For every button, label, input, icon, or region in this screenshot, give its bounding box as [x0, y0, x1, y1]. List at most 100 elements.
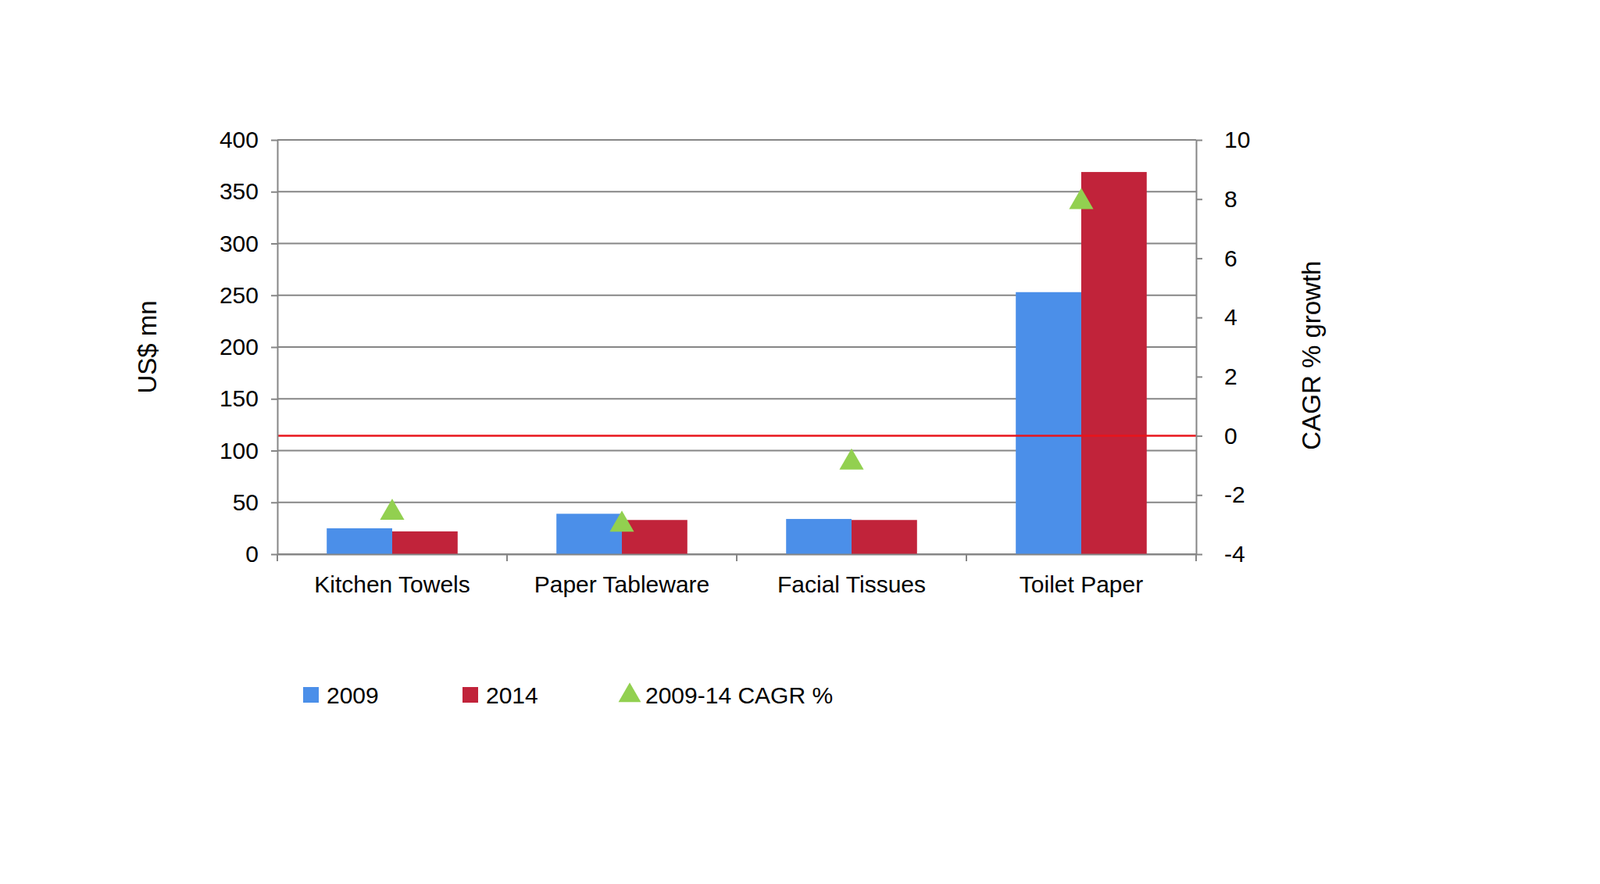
tick: 10 — [1196, 126, 1250, 153]
tick-mark — [271, 242, 278, 245]
tick: 250 — [219, 282, 278, 308]
tick: 2 — [1196, 363, 1238, 390]
tick-label: 10 — [1224, 126, 1250, 153]
tick: -2 — [1196, 481, 1246, 508]
tick-label: Toilet Paper — [1019, 571, 1143, 597]
axis-line — [1196, 140, 1198, 555]
boundary-tick — [276, 553, 279, 561]
legend-swatch — [462, 686, 479, 703]
plot: 0 50 100 150 200 250 300 350 400 -4 -2 0 2 4 6 8 10 Kitch… — [219, 126, 1250, 597]
tick-mark — [1196, 494, 1203, 497]
y-axis: 0 50 100 150 200 250 300 350 400 — [219, 126, 279, 567]
legend-label: 2009 — [326, 682, 379, 708]
tick-label: 2 — [1224, 363, 1238, 390]
tick-mark — [1196, 198, 1203, 200]
tick-label: 100 — [219, 437, 259, 464]
tick-mark — [271, 346, 278, 349]
zero-line — [277, 434, 1197, 437]
tick: 4 — [1196, 303, 1238, 330]
tick: 200 — [219, 333, 278, 360]
boundary-tick — [735, 553, 738, 561]
tick: 300 — [219, 230, 278, 257]
grid-line — [277, 190, 1197, 193]
tick: 100 — [219, 437, 278, 464]
tick-label: 350 — [219, 178, 259, 204]
tick-mark — [271, 501, 278, 504]
tick-mark — [271, 191, 278, 193]
bar-series — [326, 292, 1082, 554]
bar — [785, 518, 852, 554]
tick-label: 0 — [245, 540, 259, 567]
tick-label: Facial Tissues — [777, 571, 926, 597]
tick: 0 — [1196, 422, 1238, 449]
marker — [379, 498, 404, 520]
tick-label: 150 — [219, 385, 259, 411]
tick: 8 — [1196, 185, 1238, 212]
tick: 150 — [219, 385, 278, 411]
tick-mark — [1196, 139, 1203, 142]
tick: Kitchen Towels — [314, 571, 471, 597]
tick: 400 — [219, 126, 278, 153]
tick-label: -4 — [1224, 540, 1246, 567]
grid — [277, 139, 1197, 554]
boundary-ticks — [277, 553, 1197, 561]
chart: 0 50 100 150 200 250 300 350 400 -4 -2 0 2 4 6 8 10 Kitch… — [0, 0, 1600, 884]
tick-label: 400 — [219, 126, 259, 153]
tick: Paper Tableware — [534, 571, 711, 597]
tick-label: 300 — [219, 230, 259, 257]
legend-item: 2009 — [303, 682, 379, 708]
y2-axis-title: CAGR % growth — [1296, 260, 1326, 450]
tick-label: 6 — [1224, 245, 1238, 272]
grid-line — [277, 139, 1197, 141]
marks — [326, 171, 1147, 554]
legend-swatch — [618, 682, 642, 702]
marker — [609, 510, 634, 532]
bar — [851, 519, 918, 554]
tick-label: 4 — [1224, 303, 1238, 330]
tick-mark — [1196, 317, 1203, 319]
grid-line — [277, 242, 1197, 245]
bar — [326, 528, 393, 554]
tick: Facial Tissues — [777, 571, 926, 597]
tick: -4 — [1196, 540, 1246, 567]
tick-mark — [271, 450, 278, 452]
tick-label: 50 — [232, 489, 259, 515]
bar — [1015, 292, 1082, 554]
tick-mark — [1196, 375, 1203, 378]
tick-mark — [271, 139, 278, 142]
tick-mark — [1196, 435, 1203, 437]
legend-swatch — [303, 686, 319, 703]
legend-label: 2014 — [485, 682, 539, 708]
y-axis-title: US$ mn — [132, 300, 162, 393]
y2-axis: -4 -2 0 2 4 6 8 10 — [1196, 126, 1250, 567]
tick-label: -2 — [1224, 481, 1246, 508]
boundary-tick — [506, 553, 508, 561]
tick-label: 200 — [219, 333, 259, 360]
bar — [621, 519, 688, 554]
tick-mark — [271, 553, 278, 556]
bar — [392, 531, 458, 554]
tick: Toilet Paper — [1019, 571, 1143, 597]
tick: 350 — [219, 178, 278, 204]
point-series — [379, 188, 1093, 533]
tick-label: 0 — [1224, 422, 1238, 449]
tick-label: Kitchen Towels — [314, 571, 471, 597]
bar — [556, 513, 622, 554]
tick: 6 — [1196, 245, 1238, 272]
tick: 0 — [245, 540, 278, 567]
boundary-tick — [965, 553, 968, 561]
tick-mark — [1196, 553, 1203, 556]
legend-item: 2009-14 CAGR % — [618, 682, 834, 708]
tick-label: Paper Tableware — [534, 571, 711, 597]
tick-mark — [1196, 257, 1203, 260]
legend-label: 2009-14 CAGR % — [645, 682, 833, 708]
boundary-tick — [1195, 553, 1197, 561]
tick: 50 — [232, 489, 278, 515]
x-axis: Kitchen Towels Paper Tableware Facial Tiss… — [277, 553, 1197, 597]
marker — [1068, 188, 1093, 210]
bar-series — [392, 171, 1147, 554]
tick-label: 8 — [1224, 185, 1238, 212]
tick-mark — [271, 398, 278, 400]
legend-item: 2014 — [462, 682, 539, 708]
legend: 2009 2014 2009-14 CAGR % — [303, 682, 833, 708]
